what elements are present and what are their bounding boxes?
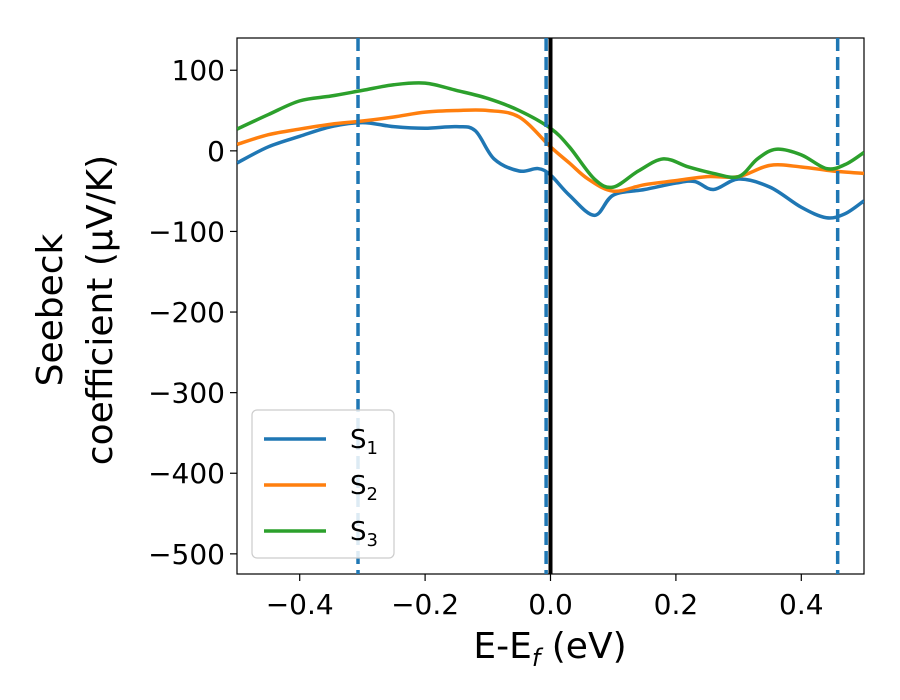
legend-label-s3: S3 — [350, 517, 378, 551]
y-tick-label: −500 — [148, 538, 225, 571]
y-tick-label: 0 — [207, 135, 225, 168]
x-tick-label: 0.0 — [528, 588, 573, 621]
y-axis-label-line2: coefficient (μV/K) — [80, 155, 121, 465]
x-axis-label: E-Ef (eV) — [473, 626, 626, 672]
legend-label-s1: S1 — [350, 425, 378, 459]
y-tick-label: 100 — [172, 54, 225, 87]
y-tick-label: −200 — [148, 296, 225, 329]
y-tick-label: −100 — [148, 215, 225, 248]
y-axis-label: Seebeck coefficient (μV/K) — [30, 155, 121, 465]
reference-lines — [356, 38, 840, 574]
series-line-s3 — [237, 81, 864, 190]
y-axis-label-line1: Seebeck — [30, 233, 71, 386]
axis-ticks: −0.4 −0.2 0.0 0.2 0.4 100 0 −100 −200 −300 −400 −50… — [148, 54, 823, 621]
y-tick-label: −400 — [148, 457, 225, 490]
series-line-s1 — [237, 120, 864, 220]
y-tick-label: −300 — [148, 377, 225, 410]
series-line-s2 — [237, 108, 864, 193]
legend: S1 S2 S3 — [251, 409, 395, 559]
x-tick-label: −0.4 — [266, 588, 334, 621]
x-tick-label: 0.2 — [654, 588, 699, 621]
x-tick-label: −0.2 — [391, 588, 459, 621]
legend-label-s2: S2 — [350, 471, 378, 505]
series-lines — [237, 81, 864, 220]
x-tick-label: 0.4 — [779, 588, 824, 621]
